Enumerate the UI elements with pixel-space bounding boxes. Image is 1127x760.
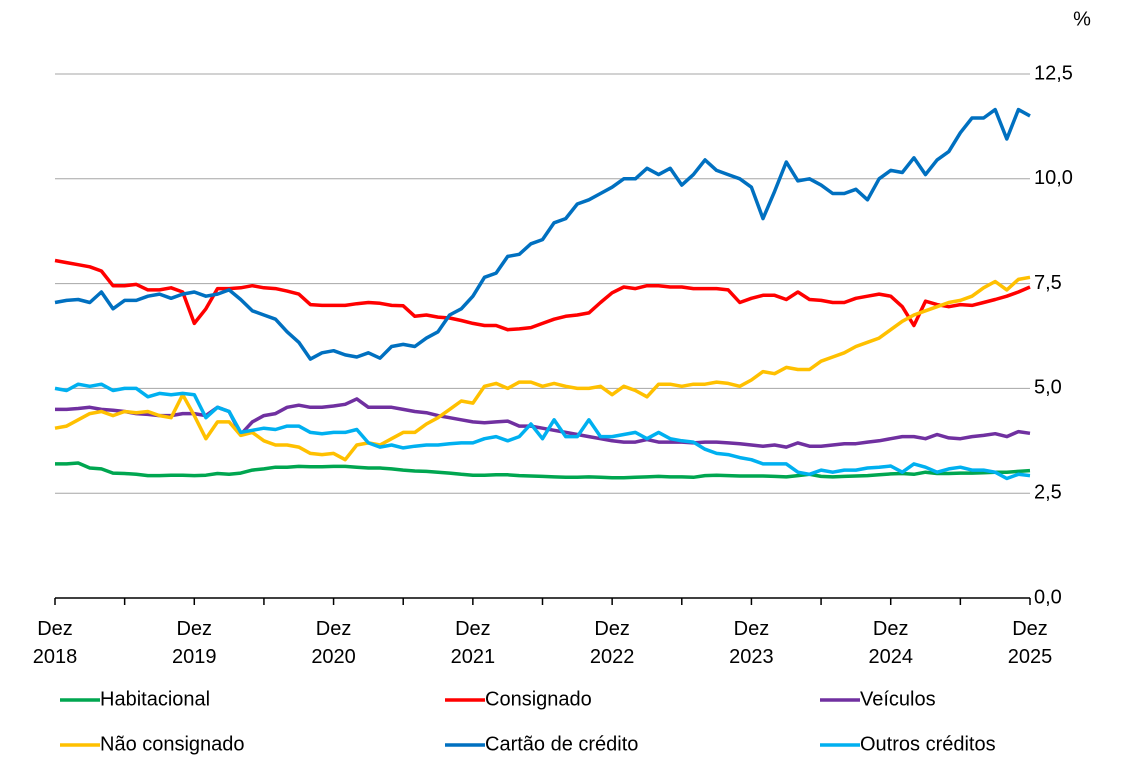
series-line xyxy=(54,258,1031,332)
x-tick-label: Dez 2021 xyxy=(451,618,496,668)
legend-label: Outros créditos xyxy=(860,733,996,755)
y-tick-label: 12,5 xyxy=(1034,62,1073,84)
y-tick-label: 5,0 xyxy=(1034,377,1062,399)
legend-label: Não consignado xyxy=(100,733,245,755)
series-line xyxy=(54,382,1031,481)
x-tick-label: Dez 2022 xyxy=(590,618,635,668)
y-unit: % xyxy=(1073,8,1091,30)
y-tick-label: 10,0 xyxy=(1034,167,1073,189)
x-tick-label: Dez 2023 xyxy=(729,618,774,668)
x-tick-label: Dez 2024 xyxy=(868,618,913,668)
x-tick-label: Dez 2020 xyxy=(311,618,356,668)
series-line xyxy=(55,461,1031,480)
series-line xyxy=(54,275,1031,462)
legend-label: Habitacional xyxy=(100,688,210,710)
y-tick-label: 2,5 xyxy=(1034,481,1062,503)
series-line xyxy=(54,107,1031,361)
x-tick-label: Dez 2018 xyxy=(33,618,78,668)
y-tick-label: 7,5 xyxy=(1034,272,1062,294)
legend-label: Consignado xyxy=(485,688,592,710)
x-tick-label: Dez 2025 xyxy=(1008,618,1053,668)
x-tick-label: Dez 2019 xyxy=(172,618,217,668)
legend-label: Veículos xyxy=(860,688,936,710)
y-tick-label: 0,0 xyxy=(1034,586,1062,608)
legend-label: Cartão de crédito xyxy=(485,733,638,755)
